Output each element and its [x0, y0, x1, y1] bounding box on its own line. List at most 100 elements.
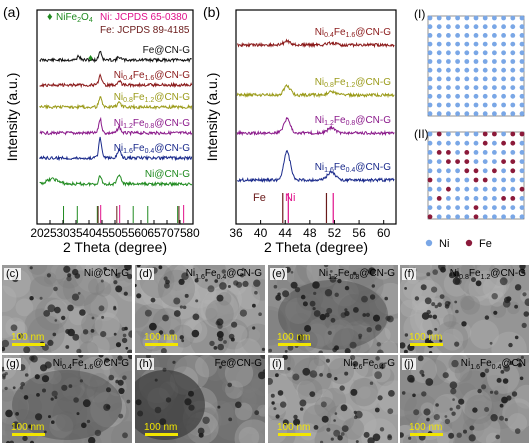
- fe-atom: [519, 186, 525, 192]
- legend-fe-jcpds: Fe: JCPDS 89-4185: [100, 25, 190, 36]
- ni-atom: [492, 111, 497, 117]
- ni-atom: [510, 76, 516, 82]
- tem-sample-label: Ni@CN-G: [83, 268, 129, 279]
- ni-atom: [455, 50, 460, 56]
- ni-atom: [464, 67, 470, 73]
- ni-atom: [492, 85, 497, 90]
- ni-atom: [492, 67, 497, 73]
- scale-bar: [410, 343, 443, 346]
- x-tick-label-a: 55: [121, 226, 135, 240]
- ni-atom: [510, 33, 516, 38]
- xrd-plot-b: (b) Ni0.4Fe1.6@CN-G Ni0.8Fe1.2@CN-G Ni1.2F…: [203, 4, 397, 255]
- ni-atom: [519, 140, 525, 146]
- fe-atom: [455, 159, 460, 165]
- ni-atom: [510, 205, 516, 211]
- ni-atom: [455, 41, 460, 47]
- fe-atom: [464, 150, 470, 155]
- ni-atom: [455, 196, 460, 201]
- ni-atom: [446, 76, 451, 82]
- ni-atom: [482, 76, 488, 82]
- ni-atom: [446, 214, 451, 220]
- ni-atom: [436, 205, 442, 211]
- series-label-a: Ni@CN-G: [145, 169, 190, 180]
- ni-atom: [510, 93, 516, 99]
- ni-atom: [436, 76, 442, 82]
- ni-atom: [473, 150, 479, 155]
- ni-atom: [519, 177, 525, 183]
- x-tick-label-a: 80: [186, 226, 200, 240]
- ni-atom: [501, 214, 506, 220]
- ni-atom: [455, 59, 460, 64]
- ni-atom: [501, 102, 506, 108]
- ni-atom: [455, 33, 460, 38]
- tem-micrograph: [268, 355, 398, 443]
- ni-atom: [464, 24, 470, 30]
- scale-bar-label: 100 nm: [277, 422, 311, 433]
- series-label-b: Ni0.4Fe1.6@CN-G: [315, 27, 392, 39]
- lattice-label-1: (I): [414, 7, 425, 21]
- ni-atom: [455, 140, 460, 146]
- ni-atom-icon: [425, 239, 433, 247]
- scale-bar: [12, 433, 45, 436]
- ni-atom: [482, 186, 488, 192]
- ni-atom: [436, 33, 442, 38]
- plot-frame-a: [36, 9, 194, 225]
- tem-sample-label: Ni1.6Fe0.4@CN: [460, 358, 526, 371]
- x-tick-label-b: 52: [328, 226, 342, 240]
- ni-atom: [427, 186, 433, 192]
- ni-atom: [492, 214, 497, 220]
- xrd-curves-a: [39, 50, 193, 188]
- ni-atom: [464, 186, 470, 192]
- svg-text:♦: ♦: [88, 53, 93, 64]
- ni-atom: [427, 59, 433, 64]
- tem-panel-tag: (d): [137, 268, 155, 280]
- ni-atom: [436, 50, 442, 56]
- fe-atom: [427, 177, 433, 183]
- scale-bar-label: 100 nm: [144, 422, 178, 433]
- ni-atom: [501, 186, 506, 192]
- ni-atom: [501, 111, 506, 117]
- scale-bar: [12, 343, 45, 346]
- ni-atom: [519, 150, 525, 155]
- ni-atom: [492, 102, 497, 108]
- series-label-a: Ni0.4Fe1.6@CN-G: [114, 70, 191, 82]
- ni-atom: [446, 41, 451, 47]
- ni-atom: [446, 50, 451, 56]
- ni-atom: [492, 140, 497, 146]
- ni-atom: [519, 15, 525, 21]
- ni-atom: [510, 102, 516, 108]
- xrd-curve-b: [237, 149, 395, 184]
- ni-atom: [436, 24, 442, 30]
- ni-atom: [492, 177, 497, 183]
- tem-panel: (g) Ni0.4Fe1.6@CN-G 100 nm: [2, 355, 132, 443]
- ni-atom: [427, 15, 433, 21]
- ni-atom: [427, 50, 433, 56]
- ni-atom: [473, 33, 479, 38]
- ni-atom: [492, 159, 497, 165]
- tem-panel: (i) Ni1.6Fe0.4-G 100 nm: [268, 355, 398, 443]
- panel-b-tag: (b): [203, 4, 220, 20]
- xrd-curve-b: [236, 83, 395, 99]
- y-axis-label-b: Intensity (a.u.): [204, 73, 220, 162]
- ni-atom: [492, 196, 497, 201]
- fe-atom: [464, 159, 470, 165]
- fe-atom: [492, 168, 497, 174]
- tem-sample-label: Ni1.6Fe0.4-G: [343, 358, 395, 371]
- x-tick-label-b: 48: [303, 226, 317, 240]
- ni-atom: [436, 111, 442, 117]
- series-label-a: Fe@CN-G: [143, 45, 191, 56]
- fe-atom: [427, 214, 433, 220]
- ni-atom: [501, 50, 506, 56]
- ni-atom: [464, 85, 470, 90]
- tem-panel-tag: (i): [270, 358, 284, 370]
- xrd-curve-a: [39, 73, 193, 89]
- fe-atom: [464, 168, 470, 174]
- ni-atom: [501, 76, 506, 82]
- tem-panel-tag: (g): [4, 358, 22, 370]
- ni-atom: [519, 24, 525, 30]
- xrd-curve-a: [39, 50, 192, 64]
- ni-atom: [501, 150, 506, 155]
- scale-bar-label: 100 nm: [277, 332, 311, 343]
- ni-atom: [446, 196, 451, 201]
- ni-atom: [427, 111, 433, 117]
